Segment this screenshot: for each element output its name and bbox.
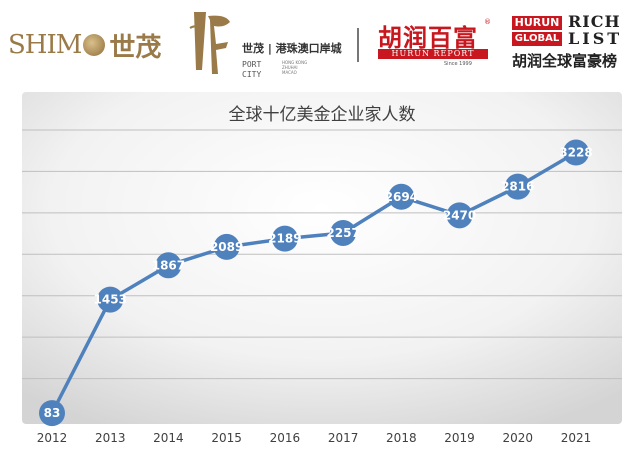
- x-tick-label: 2018: [386, 431, 417, 445]
- port-city-mark-icon: [189, 12, 230, 75]
- data-label: 2089: [210, 240, 243, 254]
- data-point: [388, 183, 415, 210]
- data-label: 2470: [443, 208, 476, 222]
- x-tick-label: 2012: [37, 431, 68, 445]
- hurun-global-cn: 胡润全球富豪榜: [512, 52, 618, 70]
- shimao-latin-text: SHIM: [8, 30, 82, 60]
- x-tick-label: 2021: [561, 431, 592, 445]
- hurun-global-rich-list-logo: HURUN GLOBAL RICH LIST 胡润全球富豪榜: [512, 14, 624, 74]
- port-city-sub: HONG KONG ZHUHAI MACAO: [282, 60, 307, 75]
- x-tick-label: 2013: [95, 431, 126, 445]
- plot-area: [22, 92, 622, 424]
- data-label: 2694: [385, 190, 418, 204]
- chart-title: 全球十亿美金企业家人数: [229, 105, 416, 125]
- port-city-sub-line: ZHUHAI: [282, 65, 298, 70]
- port-city-sub-line: HONG KONG: [282, 60, 308, 65]
- hurun-report-logo: 胡润百富 ® HURUN REPORT Since 1999: [378, 18, 491, 70]
- chart-svg: 全球十亿美金企业家人数 83 1453 1867 2089 2189 2257 2694 24…: [22, 92, 622, 445]
- data-label: 1867: [152, 258, 185, 272]
- hurun-report-cn: 胡润百富: [378, 24, 478, 52]
- port-city-logo: 世茂 | 港珠澳口岸城 PORT CITY HONG KONG ZHUHAI M…: [186, 8, 346, 80]
- port-city-stack-line: PORT: [242, 60, 262, 69]
- hurun-global-hurun: HURUN: [512, 16, 562, 30]
- port-city-sub-line: MACAO: [282, 70, 297, 75]
- data-label: 2189: [268, 232, 301, 246]
- billionaire-chart: 全球十亿美金企业家人数 83 1453 1867 2089 2189 2257 2694 24…: [0, 90, 630, 458]
- data-point: [446, 202, 473, 229]
- hurun-global-list: LIST: [568, 29, 623, 48]
- data-label: 3228: [559, 146, 592, 160]
- data-point: [563, 139, 589, 166]
- port-city-stack: PORT CITY: [242, 60, 261, 80]
- data-label: 1453: [94, 293, 127, 307]
- data-point: [39, 400, 65, 427]
- data-point: [330, 219, 357, 246]
- logo-header: SHIM 世茂 世茂 | 港珠澳口岸城 PORT CITY HONG KONG …: [0, 0, 630, 90]
- port-city-stack-line: CITY: [242, 70, 262, 79]
- data-point: [97, 286, 124, 313]
- data-point: [213, 233, 240, 260]
- shimao-logo: SHIM 世茂: [8, 28, 162, 63]
- hurun-report-since: Since 1999: [444, 61, 472, 67]
- x-tick-label: 2015: [211, 431, 242, 445]
- logo-divider: [357, 28, 359, 62]
- shimao-orb-icon: [83, 34, 106, 56]
- x-tick-label: 2014: [153, 431, 184, 445]
- data-point: [504, 173, 531, 200]
- x-tick-labels: 2012 2013 2014 2015 2016 2017 2018 2019 2020 2021: [37, 431, 592, 445]
- port-city-brand: 世茂 | 港珠澳口岸城: [242, 42, 342, 55]
- hurun-report-registered: ®: [484, 18, 491, 26]
- x-tick-label: 2016: [270, 431, 301, 445]
- hurun-global-rich: RICH: [568, 12, 621, 31]
- hurun-global-global: GLOBAL: [512, 32, 562, 46]
- x-tick-label: 2020: [503, 431, 534, 445]
- hurun-report-en: HURUN REPORT: [378, 49, 488, 59]
- gridlines: [22, 129, 622, 380]
- data-label: 83: [44, 406, 61, 420]
- data-point: [155, 252, 182, 279]
- shimao-cn-text: 世茂: [109, 32, 162, 63]
- data-points: 83 1453 1867 2089 2189 2257 2694 2470 2816 3228: [39, 139, 593, 427]
- data-label: 2257: [326, 226, 359, 240]
- x-tick-label: 2017: [328, 431, 359, 445]
- data-point: [271, 225, 298, 252]
- data-label: 2816: [501, 180, 534, 194]
- series-line: [50, 151, 577, 414]
- x-tick-label: 2019: [444, 431, 475, 445]
